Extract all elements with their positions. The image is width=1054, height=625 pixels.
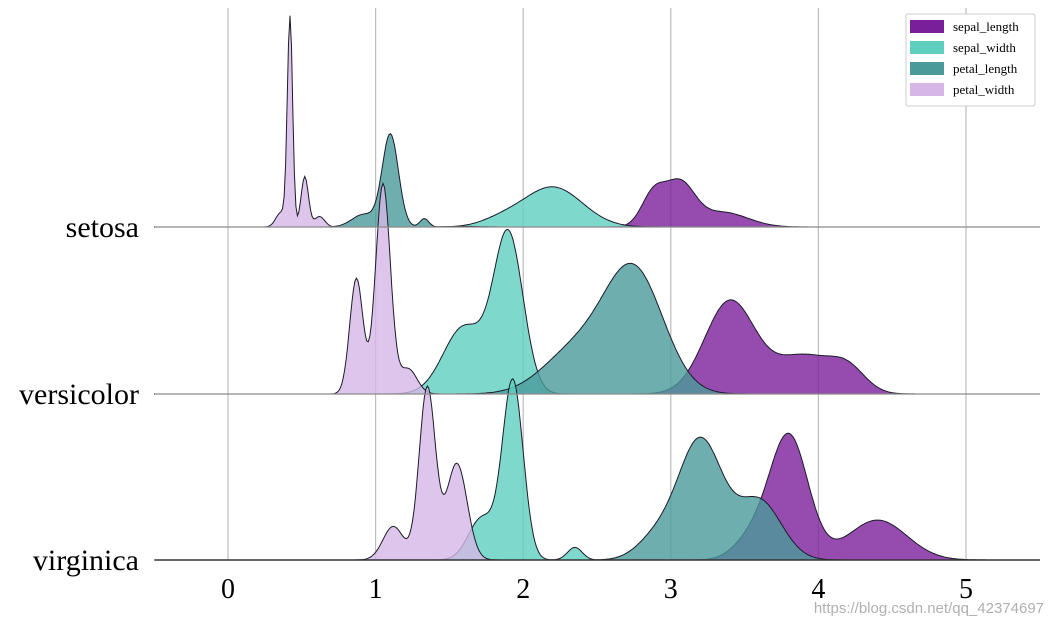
legend-swatch-petal-length (910, 62, 944, 75)
baselines (155, 226, 1040, 561)
x-axis-ticks: 0 1 2 3 4 5 (221, 574, 973, 605)
legend-label-petal-length: petal_length (953, 61, 1018, 76)
x-tick-label-1: 1 (369, 574, 383, 605)
x-tick-label-0: 0 (221, 574, 235, 605)
x-tick-label-5: 5 (959, 574, 973, 605)
x-tick-label-3: 3 (664, 574, 678, 605)
x-tick-label-4: 4 (811, 574, 825, 605)
ridge-versicolor-petal-length (154, 262, 1040, 395)
legend-swatch-sepal-width (910, 41, 944, 54)
watermark: https://blog.csdn.net/qq_42374697 (813, 600, 1044, 617)
category-label-versicolor: versicolor (19, 378, 139, 411)
category-label-virginica: virginica (33, 544, 139, 577)
legend-label-sepal-length: sepal_length (953, 19, 1019, 34)
ridge-virginica-sepal-length (154, 432, 1040, 561)
legend-swatch-sepal-length (910, 20, 944, 33)
ridge-virginica-petal-width (154, 384, 1040, 561)
legend: sepal_length sepal_width petal_lengthpetal… (905, 13, 1036, 107)
legend-swatch-petal-width (910, 83, 944, 96)
legend-label-sepal-width: sepal_width (953, 40, 1016, 55)
legend-label-petal-width: petal_width (953, 82, 1015, 97)
category-label-setosa: setosa (66, 211, 139, 244)
category-labels: setosa versicolor virginica (19, 211, 139, 577)
gridlines (227, 8, 967, 560)
ridge-virginica-sepal-width (154, 377, 1040, 561)
x-tick-label-2: 2 (516, 574, 530, 605)
